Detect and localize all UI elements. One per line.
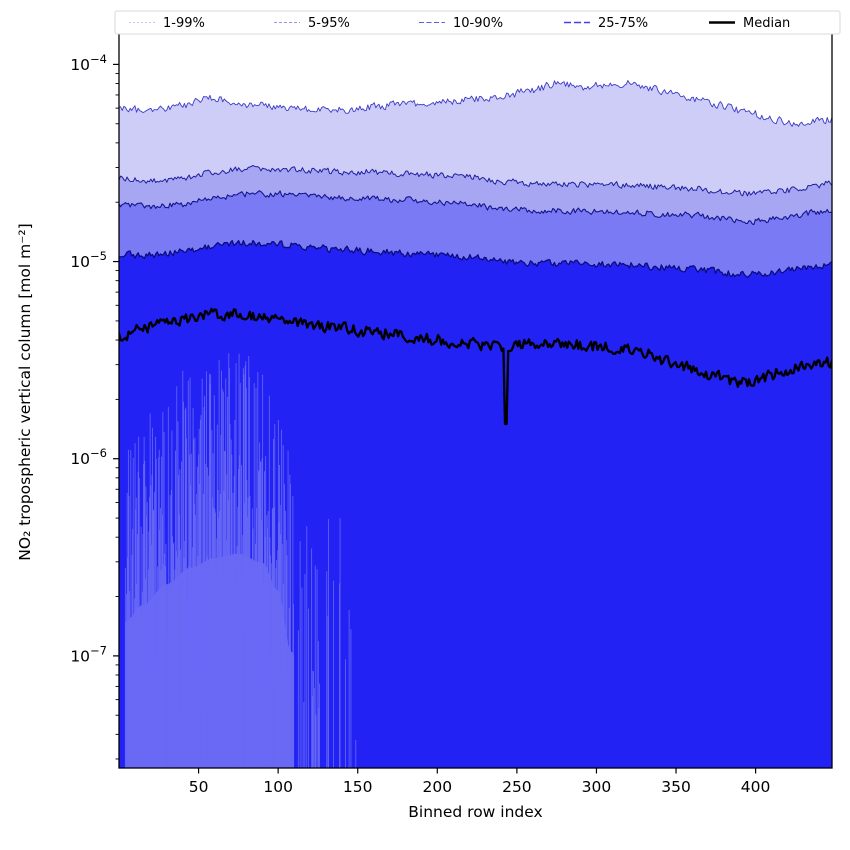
p01-spike-group (124, 353, 357, 768)
axes: 10−410−510−610−750 100 150 200 250 300 350 400B… (16, 15, 833, 821)
band-1-99-upper-edge (119, 80, 832, 127)
legend-item-25-75[interactable]: 25-75% (564, 16, 648, 31)
legend-label: 5-95% (308, 16, 350, 31)
band-10-90-upper-edge (119, 190, 832, 226)
x-tick-label: 200 (423, 778, 453, 796)
median-line (119, 307, 832, 426)
legend-box (114, 10, 841, 35)
x-tick-label: 350 (661, 778, 691, 796)
legend-label: 25-75% (598, 16, 648, 31)
percentile-edge-lines (119, 80, 832, 278)
band-25-75 (119, 240, 832, 768)
legend-item-1-99[interactable]: 1-99% (129, 16, 205, 31)
y-axis-title: NO₂ tropospheric vertical column [mol m⁻… (16, 223, 34, 560)
legend-item-5-95[interactable]: 5-95% (274, 16, 350, 31)
x-tick-label: 300 (582, 778, 612, 796)
x-tick-label: 250 (502, 778, 532, 796)
legend-label: 1-99% (163, 16, 205, 31)
legend-item-10-90[interactable]: 10-90% (419, 16, 503, 31)
x-tick-label: 100 (263, 778, 293, 796)
x-tick-label: 150 (343, 778, 373, 796)
median-line-path (119, 307, 832, 426)
legend-item-median[interactable]: Median (709, 16, 790, 31)
p01-lower-spikes (124, 353, 357, 768)
legend[interactable]: 1-99% 5-95% 10-90% 25-75% Median (114, 10, 841, 35)
x-tick-label: 400 (741, 778, 771, 796)
legend-label: Median (743, 16, 790, 31)
legend-label: 10-90% (453, 16, 503, 31)
x-tick-label: 50 (189, 778, 209, 796)
y-axis-title-text: NO₂ tropospheric vertical column [mol m⁻… (16, 223, 34, 560)
percentile-bands (119, 80, 832, 768)
band-25-75-upper-edge (119, 239, 832, 278)
x-axis-title: Binned row index (408, 803, 542, 821)
band-5-95-upper-edge (119, 164, 832, 197)
